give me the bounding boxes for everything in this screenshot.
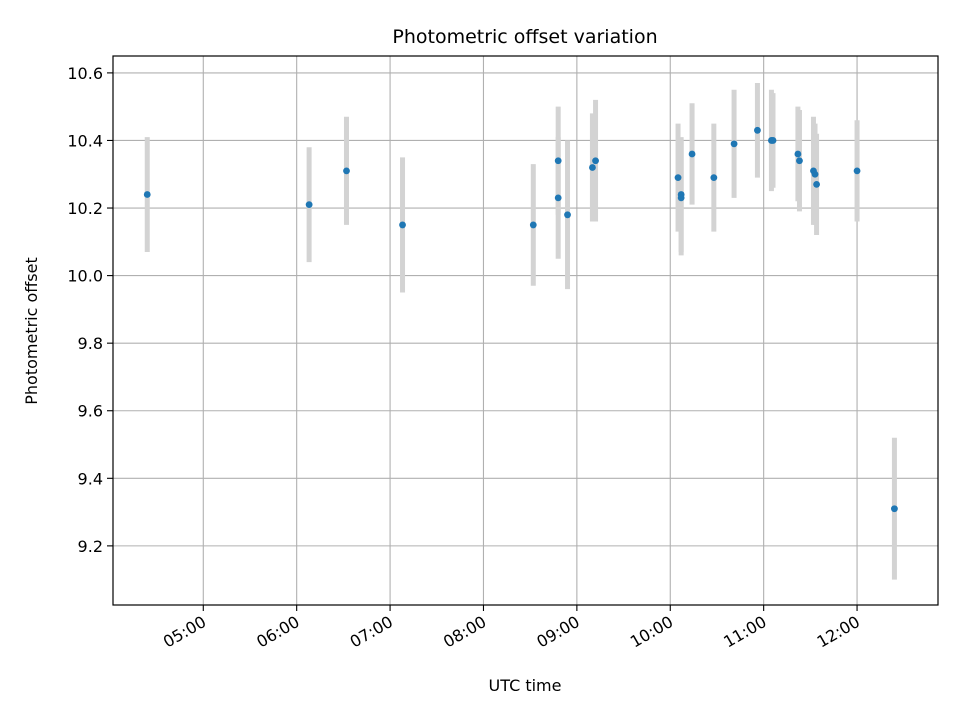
y-tick-label: 9.4 [78, 469, 103, 488]
data-points [143, 126, 898, 513]
data-point [769, 137, 777, 144]
y-tick-label: 10.4 [67, 131, 103, 150]
data-point [688, 150, 696, 158]
chart-title: Photometric offset variation [392, 26, 657, 48]
plot-area-frame [112, 55, 939, 606]
y-axis-ticks: 9.2 9.4 9.6 9.8 10.0 10.2 10.4 10.6 [67, 64, 113, 556]
data-point [811, 170, 819, 178]
data-point [853, 167, 861, 175]
data-point [343, 167, 350, 175]
data-point [730, 140, 738, 148]
data-point [554, 157, 562, 165]
y-tick-label: 9.8 [78, 334, 103, 353]
data-point [529, 221, 537, 229]
y-axis-title: Photometric offset [22, 257, 41, 405]
data-point [143, 191, 151, 198]
data-point [677, 194, 685, 202]
data-point [796, 157, 803, 165]
y-tick-label: 9.6 [78, 402, 103, 421]
data-point [589, 164, 596, 171]
data-point [674, 174, 682, 182]
y-tick-label: 10.6 [67, 64, 103, 83]
y-tick-label: 9.2 [78, 537, 103, 556]
data-point [813, 180, 820, 188]
data-point [891, 505, 898, 513]
y-tick-label: 10.0 [67, 267, 103, 286]
y-tick-label: 10.2 [67, 199, 103, 218]
data-point [710, 174, 718, 182]
data-point [305, 201, 313, 209]
x-axis-title: UTC time [489, 676, 562, 695]
data-point [564, 211, 571, 219]
data-point [754, 126, 761, 134]
data-point [794, 150, 802, 158]
data-point [399, 221, 406, 229]
data-point [592, 157, 599, 165]
data-point [554, 194, 562, 202]
